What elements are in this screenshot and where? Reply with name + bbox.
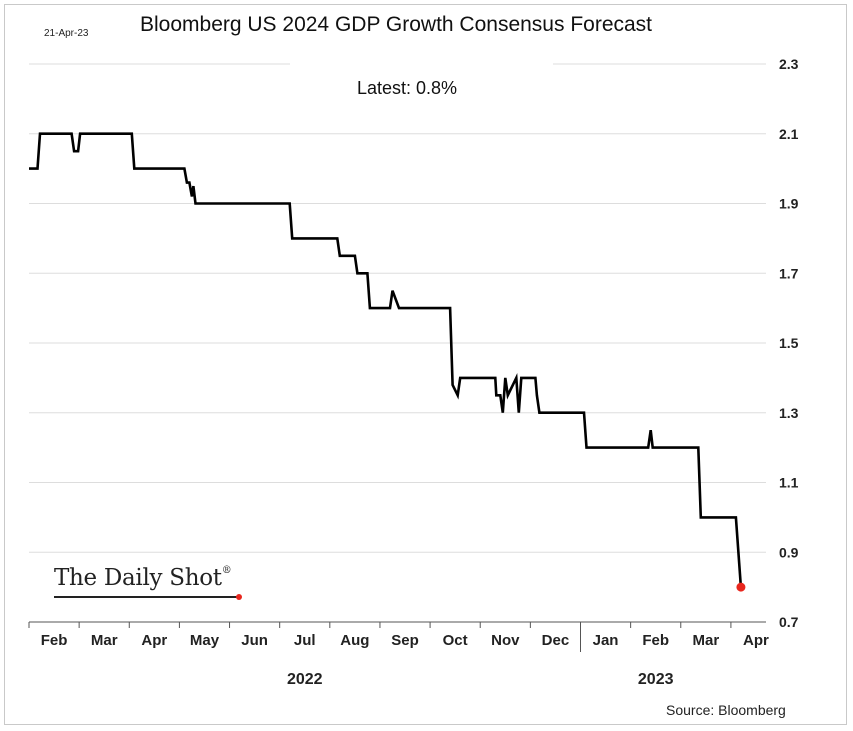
x-tick-label: Sep	[391, 632, 419, 649]
y-tick-label: 2.1	[779, 126, 799, 142]
latest-point-marker	[736, 582, 746, 592]
daily-shot-logo: The Daily Shot®	[54, 565, 232, 591]
latest-value-annotation: Latest: 0.8%	[357, 78, 458, 98]
y-tick-label: 1.3	[779, 405, 799, 421]
x-tick-label: Nov	[491, 632, 520, 649]
y-tick-label: 1.1	[779, 475, 799, 491]
year-label: 2022	[287, 671, 323, 688]
registered-mark: ®	[221, 565, 232, 576]
y-tick-label: 1.9	[779, 196, 799, 212]
source-note: Source: Bloomberg	[666, 702, 786, 718]
date-stamp: 21-Apr-23	[44, 28, 89, 39]
x-tick-label: Mar	[91, 632, 118, 649]
x-tick-label: Oct	[443, 632, 468, 649]
chart-title: Bloomberg US 2024 GDP Growth Consensus F…	[140, 13, 653, 36]
y-tick-label: 1.5	[779, 335, 799, 351]
x-tick-label: Apr	[743, 632, 769, 649]
logo-text: The Daily Shot	[54, 565, 222, 591]
y-tick-label: 2.3	[779, 56, 799, 72]
x-tick-label: Mar	[692, 632, 719, 649]
x-tick-label: Feb	[642, 632, 669, 649]
year-label: 2023	[638, 671, 674, 688]
chart-frame	[4, 4, 847, 725]
x-tick-label: Jan	[593, 632, 619, 649]
logo-red-dot	[236, 594, 242, 600]
x-tick-label: Apr	[141, 632, 167, 649]
x-tick-label: Feb	[41, 632, 68, 649]
series-line	[29, 132, 743, 588]
x-tick-label: May	[190, 632, 220, 649]
x-tick-label: Jun	[241, 632, 268, 649]
x-tick-label: Dec	[542, 632, 570, 649]
y-tick-label: 1.7	[779, 265, 799, 281]
y-tick-label: 0.7	[779, 614, 799, 630]
x-tick-label: Aug	[340, 632, 369, 649]
logo-underline	[54, 596, 238, 598]
x-tick-label: Jul	[294, 632, 316, 649]
y-tick-label: 0.9	[779, 544, 799, 560]
